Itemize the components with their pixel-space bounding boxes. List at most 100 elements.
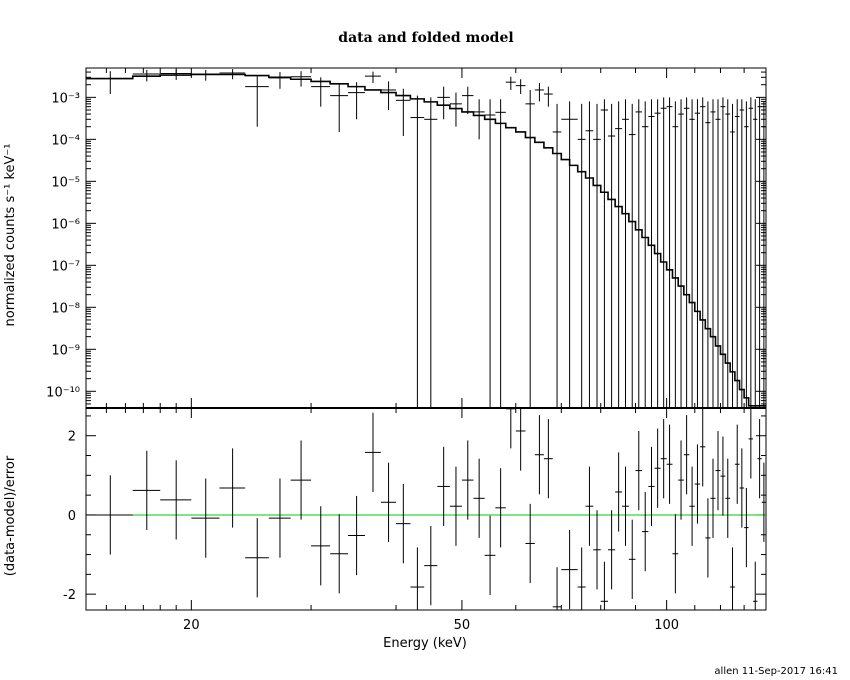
data-point (628, 103, 636, 408)
residual-point (753, 561, 758, 610)
data-point (748, 97, 754, 408)
data-point (585, 101, 594, 408)
residual-point (744, 488, 749, 568)
data-point (552, 103, 562, 408)
data-point (615, 101, 623, 408)
residual-point (666, 424, 673, 504)
residual-point (380, 462, 397, 542)
y-tick-label: 10⁻⁴ (51, 133, 80, 148)
residual-point (330, 514, 349, 594)
top-y-axis-label: normalized counts s⁻¹ keV⁻¹ (3, 144, 18, 327)
residual-point (642, 491, 649, 572)
data-point (600, 99, 609, 408)
residual-point (628, 519, 636, 599)
spectrum-panel (85, 67, 767, 409)
residual-point (86, 475, 133, 555)
data-point (410, 95, 425, 408)
data-point (725, 99, 731, 408)
data-point (160, 69, 192, 80)
y-tick-label: 10⁻⁹ (51, 343, 80, 358)
data-point (86, 71, 133, 95)
data-point (437, 86, 450, 120)
residual-point (561, 529, 578, 610)
residual-point (608, 510, 616, 590)
data-point (753, 99, 758, 408)
residual-point (705, 498, 711, 578)
data-point (705, 101, 711, 408)
data-point (648, 99, 655, 408)
residual-point (635, 430, 643, 511)
x-axis-label: Energy (keV) (383, 636, 467, 651)
folded-model (86, 73, 766, 407)
residual-point (410, 547, 425, 610)
data-point (739, 99, 745, 408)
residual-point (245, 518, 269, 598)
data-point (660, 97, 667, 408)
y-tick-label: 2 (68, 430, 76, 445)
residual-point (615, 452, 623, 532)
data-point (268, 72, 291, 89)
data-point (730, 103, 735, 408)
residual-point (543, 419, 553, 499)
residual-point (484, 515, 496, 595)
bottom-axes (85, 407, 767, 611)
footer-text: allen 11-Sep-2017 16:41 (714, 666, 838, 677)
residual-point (654, 428, 661, 508)
residual-point (683, 415, 690, 495)
residual-point (525, 503, 535, 584)
residual-point (748, 408, 754, 479)
residual-point (761, 462, 766, 542)
data-point (473, 99, 485, 140)
residual-point (495, 468, 506, 548)
data-point (330, 83, 349, 132)
residual-point (552, 567, 562, 610)
residual-point (534, 415, 544, 495)
residual-point (160, 460, 192, 540)
data-points (86, 69, 766, 408)
residual-point (672, 514, 679, 594)
residual-point (364, 412, 381, 492)
residual-point (678, 440, 684, 520)
data-point (720, 97, 726, 408)
data-point (622, 99, 629, 408)
data-point (593, 103, 601, 408)
residual-point (622, 466, 629, 546)
data-point (290, 71, 312, 87)
residual-point (715, 430, 721, 511)
y-tick-label: 10⁻⁸ (51, 301, 80, 316)
residual-point (593, 510, 601, 590)
x-tick-label: 100 (654, 618, 679, 633)
residual-point (689, 466, 695, 546)
residual-panel (85, 407, 767, 611)
residual-point (648, 446, 655, 527)
data-point (761, 101, 766, 408)
data-point (380, 81, 397, 110)
data-point (364, 71, 381, 83)
data-point (132, 69, 161, 82)
residual-point (424, 526, 438, 606)
data-point (577, 103, 586, 408)
data-point (449, 92, 462, 127)
residual-point (515, 408, 526, 471)
residual-point (461, 440, 474, 520)
top-y-tick-labels: 10⁻³ 10⁻⁴ 10⁻⁵ 10⁻⁶ 10⁻⁷ 10⁻⁸ 10⁻⁹ 10⁻¹⁰ (46, 91, 80, 400)
data-point (461, 86, 474, 115)
data-point (505, 76, 516, 90)
y-tick-label: 10⁻⁶ (51, 217, 80, 232)
y-tick-label: 10⁻¹⁰ (46, 385, 80, 400)
data-point (666, 97, 673, 408)
data-point (348, 82, 365, 120)
data-point (608, 103, 616, 408)
residual-point (725, 458, 731, 538)
data-point (495, 99, 506, 408)
residual-point (739, 448, 745, 528)
data-point (561, 101, 578, 408)
residual-point (219, 448, 246, 528)
residual-point (577, 547, 586, 610)
residual-point (734, 424, 740, 504)
x-tick-label: 20 (183, 618, 200, 633)
chart-title: data and folded model (338, 30, 513, 46)
data-point (678, 99, 684, 408)
data-point (744, 101, 749, 408)
